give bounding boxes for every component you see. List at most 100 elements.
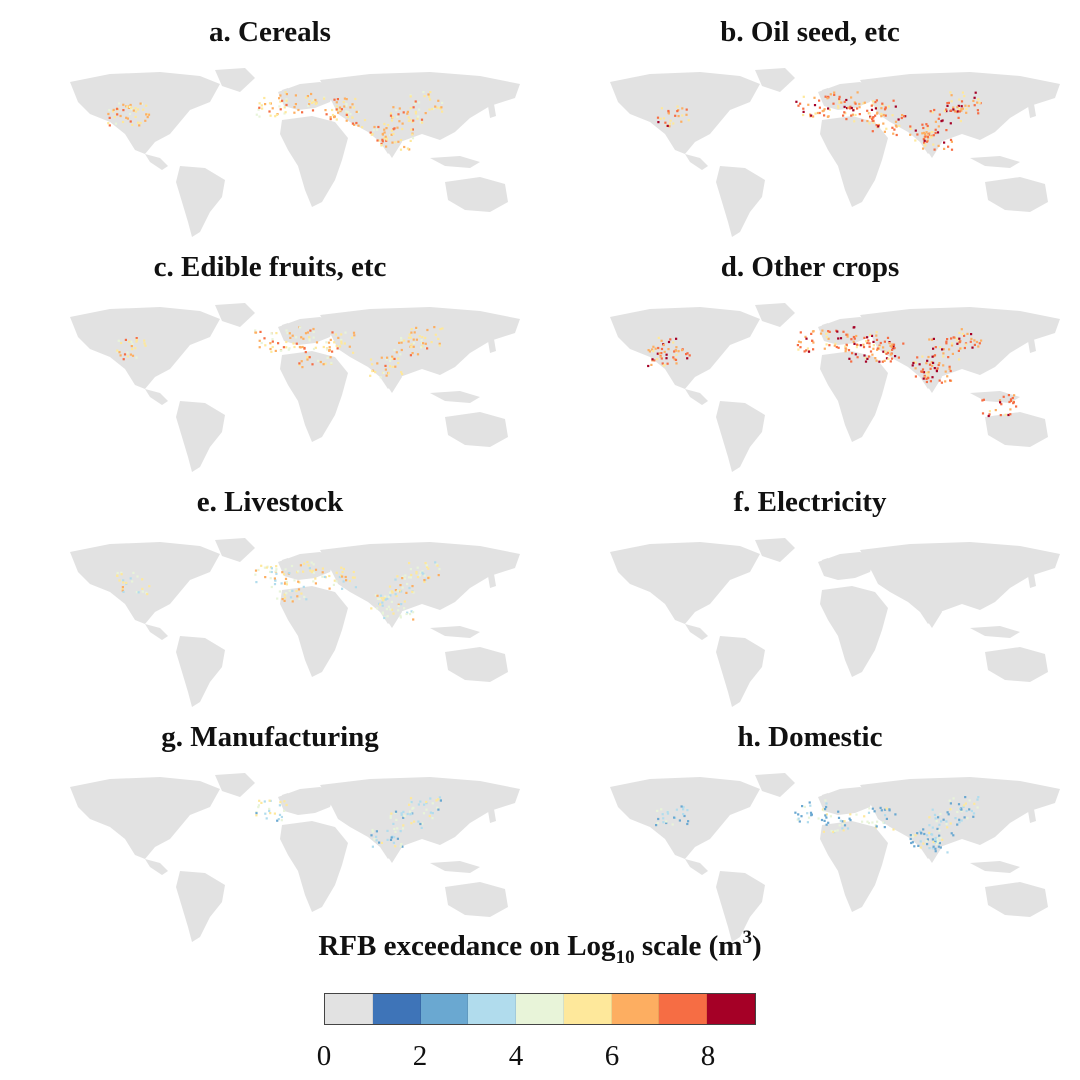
exceedance-cell — [400, 813, 403, 816]
exceedance-cell — [407, 119, 410, 122]
exceedance-cell — [427, 93, 430, 96]
exceedance-cell — [353, 123, 356, 126]
exceedance-cell — [339, 108, 342, 112]
exceedance-cell — [285, 93, 288, 96]
exceedance-cell — [973, 104, 976, 107]
exceedance-cell — [882, 821, 885, 824]
landmass — [445, 412, 508, 447]
exceedance-cell — [970, 337, 973, 340]
exceedance-cell — [321, 575, 324, 578]
exceedance-cell — [813, 96, 816, 99]
exceedance-cell — [666, 124, 669, 127]
exceedance-cell — [314, 577, 317, 580]
exceedance-cell — [397, 604, 400, 608]
exceedance-cell — [838, 97, 841, 101]
exceedance-cell — [869, 350, 873, 353]
exceedance-cell — [317, 359, 320, 362]
exceedance-cell — [135, 340, 138, 343]
exceedance-cell — [866, 109, 869, 112]
exceedance-cell — [921, 355, 924, 358]
exceedance-cell — [846, 827, 850, 830]
exceedance-cell — [961, 332, 964, 335]
exceedance-cell — [876, 347, 879, 350]
exceedance-cell — [922, 131, 926, 134]
landmass — [320, 542, 520, 624]
exceedance-cell — [297, 108, 300, 112]
exceedance-cell — [284, 111, 287, 114]
exceedance-cell — [389, 134, 392, 137]
exceedance-cell — [866, 341, 869, 345]
exceedance-cell — [409, 576, 412, 579]
exceedance-cell — [942, 352, 945, 355]
exceedance-cell — [665, 353, 668, 356]
exceedance-cell — [939, 346, 942, 349]
exceedance-cell — [270, 567, 273, 570]
exceedance-cell — [972, 99, 975, 102]
exceedance-cell — [399, 616, 402, 619]
exceedance-cell — [936, 827, 939, 830]
colorbar-cell — [420, 994, 469, 1024]
exceedance-cell — [429, 811, 432, 814]
exceedance-cell — [118, 579, 121, 582]
exceedance-cell — [898, 124, 901, 127]
exceedance-cell — [389, 359, 392, 363]
exceedance-cell — [916, 832, 919, 835]
exceedance-cell — [651, 358, 654, 361]
exceedance-cell — [369, 131, 372, 134]
exceedance-cell — [393, 357, 396, 360]
exceedance-cell — [838, 95, 841, 98]
exceedance-cell — [399, 845, 402, 848]
exceedance-cell — [829, 815, 832, 818]
exceedance-cell — [429, 98, 432, 101]
exceedance-cell — [129, 103, 132, 107]
exceedance-cell — [845, 118, 848, 121]
exceedance-cell — [956, 339, 959, 342]
exceedance-cell — [336, 98, 339, 101]
exceedance-cell — [274, 349, 277, 352]
exceedance-cell — [296, 595, 299, 598]
exceedance-cell — [390, 836, 393, 839]
exceedance-cell — [406, 147, 409, 150]
exceedance-cell — [437, 808, 440, 811]
exceedance-cell — [321, 571, 324, 574]
exceedance-cell — [855, 346, 858, 349]
exceedance-cell — [956, 106, 959, 109]
exceedance-cell — [422, 91, 425, 94]
exceedance-cell — [385, 608, 388, 611]
exceedance-cell — [923, 832, 926, 836]
exceedance-cell — [928, 132, 931, 135]
exceedance-cell — [135, 338, 138, 342]
exceedance-cell — [909, 125, 912, 128]
exceedance-cell — [399, 830, 402, 833]
exceedance-cell — [961, 107, 964, 110]
exceedance-cell — [383, 122, 386, 126]
exceedance-cell — [409, 118, 412, 121]
exceedance-cell — [949, 379, 952, 382]
landmass — [822, 323, 830, 332]
exceedance-cell — [269, 566, 273, 569]
landmass — [280, 351, 348, 442]
exceedance-cell — [837, 346, 840, 349]
exceedance-cell — [394, 830, 397, 833]
tick-label: 4 — [508, 1040, 524, 1072]
exceedance-cell — [868, 807, 871, 810]
exceedance-cell — [397, 603, 400, 606]
exceedance-cell — [269, 114, 272, 117]
exceedance-cell — [129, 353, 132, 356]
exceedance-cell — [958, 341, 961, 344]
exceedance-cell — [329, 356, 332, 359]
exceedance-cell — [853, 337, 856, 340]
exceedance-cell — [657, 121, 660, 124]
exceedance-cell — [841, 827, 844, 830]
exceedance-cell — [949, 822, 952, 825]
exceedance-cell — [803, 350, 806, 353]
colorbar — [324, 993, 756, 1025]
exceedance-cell — [800, 815, 803, 818]
exceedance-cell — [273, 577, 276, 580]
landmass — [430, 626, 480, 638]
exceedance-cell — [383, 128, 386, 131]
exceedance-cell — [410, 822, 413, 825]
exceedance-cell — [117, 339, 120, 342]
exceedance-cell — [944, 370, 947, 373]
exceedance-cell — [892, 343, 896, 346]
